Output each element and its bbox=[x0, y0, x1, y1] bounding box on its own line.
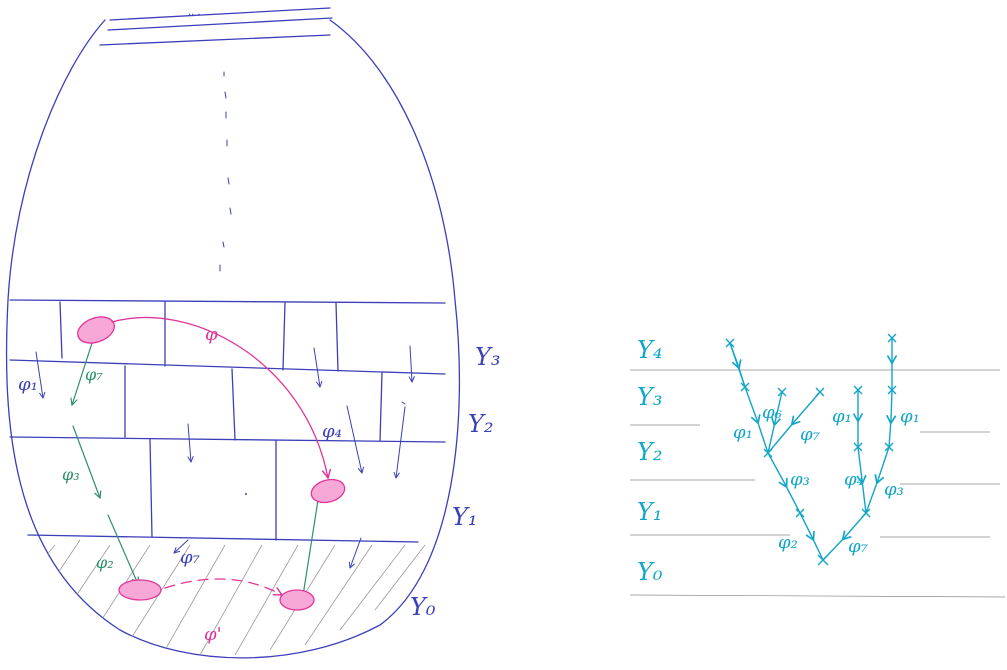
pink-regions bbox=[77, 316, 346, 611]
label-phi4: φ₄ bbox=[844, 469, 864, 490]
small-arrows bbox=[35, 345, 412, 568]
level-label-y0: Y₀ bbox=[637, 558, 663, 586]
label-phi1: φ₁ bbox=[18, 374, 38, 395]
label-phi1-b: φ₁ bbox=[832, 406, 852, 427]
label-phi1-a: φ₁ bbox=[733, 422, 753, 443]
right-map-labels: φ₁ φ₆ φ₇ φ₁ φ₁ φ₃ φ₄ φ₃ φ₂ φ₇ bbox=[733, 402, 920, 557]
level-label-y3: Y₃ bbox=[637, 383, 662, 411]
green-map-arrows bbox=[72, 339, 319, 602]
label-phi3-b: φ₃ bbox=[884, 479, 904, 500]
label-phi3: φ₃ bbox=[62, 465, 80, 484]
egg-outline bbox=[5, 19, 461, 659]
level-label-y1: Y₁ bbox=[637, 498, 662, 526]
label-phi7-b: φ₇ bbox=[848, 536, 868, 557]
pink-map-arrows bbox=[111, 316, 328, 595]
tree-nodes bbox=[725, 333, 897, 566]
level-label-y2: Y₂ bbox=[637, 438, 662, 466]
label-phi2: φ₂ bbox=[96, 553, 114, 572]
label-phi: φ bbox=[205, 324, 218, 345]
right-level-labels: Y₄ Y₃ Y₂ Y₁ Y₀ bbox=[637, 336, 663, 586]
left-diagram: ·· · bbox=[5, 7, 500, 659]
label-phi7-bottom: φ₇ bbox=[180, 547, 200, 568]
label-phi-prime: φ' bbox=[204, 624, 222, 645]
svg-text:·· ·: ·· · bbox=[188, 10, 201, 21]
tree-edges bbox=[729, 337, 898, 561]
label-phi4: φ₄ bbox=[322, 421, 342, 442]
label-phi7: φ₇ bbox=[85, 365, 103, 384]
ellipsis-marks bbox=[219, 71, 232, 272]
level-label-y0: Y₀ bbox=[410, 593, 436, 621]
level-label-y3: Y₃ bbox=[475, 343, 500, 371]
level-guides bbox=[629, 369, 1006, 598]
top-stripes: ·· · bbox=[99, 7, 333, 46]
level-label-y1: Y₁ bbox=[452, 503, 477, 531]
label-phi3-a: φ₃ bbox=[790, 469, 810, 490]
label-phi7-a: φ₇ bbox=[800, 424, 820, 445]
label-phi6: φ₆ bbox=[762, 402, 782, 423]
level-label-y2: Y₂ bbox=[468, 410, 493, 438]
brick-lines bbox=[59, 301, 383, 541]
left-level-labels: Y₃ Y₂ Y₁ Y₀ bbox=[410, 343, 500, 621]
right-diagram: φ₁ φ₆ φ₇ φ₁ φ₁ φ₃ φ₄ φ₃ φ₂ φ₇ Y₄ Y₃ Y₂ Y… bbox=[629, 333, 1006, 598]
level-label-y4: Y₄ bbox=[637, 336, 662, 364]
band-lines bbox=[9, 299, 446, 543]
label-phi2: φ₂ bbox=[778, 532, 798, 553]
label-phi1-c: φ₁ bbox=[900, 406, 920, 427]
left-map-labels: φ₁ φ₇ φ₃ φ₂ φ₇ φ₄ φ φ' bbox=[18, 324, 342, 645]
hatched-region bbox=[29, 539, 426, 656]
